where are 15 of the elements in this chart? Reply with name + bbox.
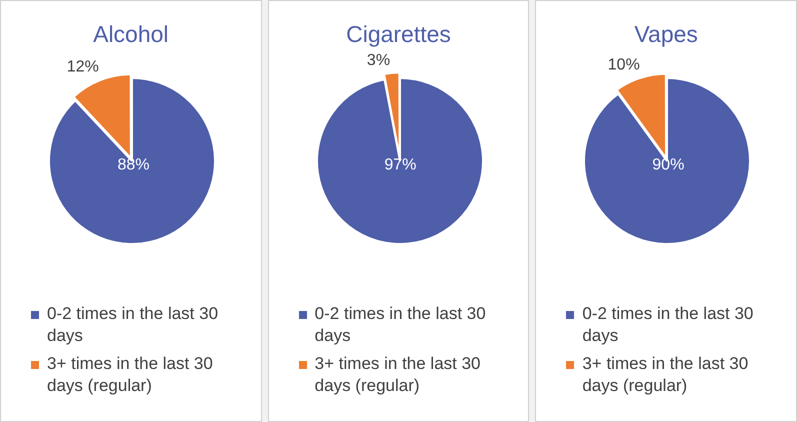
data-label: 88% (118, 156, 150, 174)
legend-label: 3+ times in the last 30 days (regular) (582, 353, 750, 397)
legend-label: 3+ times in the last 30 days (regular) (47, 353, 214, 397)
legend-label: 0-2 times in the last 30 days (582, 303, 754, 347)
chart-title: Cigarettes (345, 21, 452, 48)
data-label: 10% (608, 56, 640, 74)
legend-label: 3+ times in the last 30 days (regular) (314, 353, 482, 397)
legend-label: 0-2 times in the last 30 days (314, 303, 487, 347)
chart-title: Alcohol (92, 21, 170, 48)
chart-title: Vapes (633, 21, 699, 48)
legend-label: 0-2 times in the last 30 days (47, 303, 220, 347)
data-label: 97% (384, 156, 416, 174)
data-label: 90% (652, 156, 685, 174)
data-label: 12% (66, 58, 99, 76)
data-label: 3% (366, 52, 390, 69)
